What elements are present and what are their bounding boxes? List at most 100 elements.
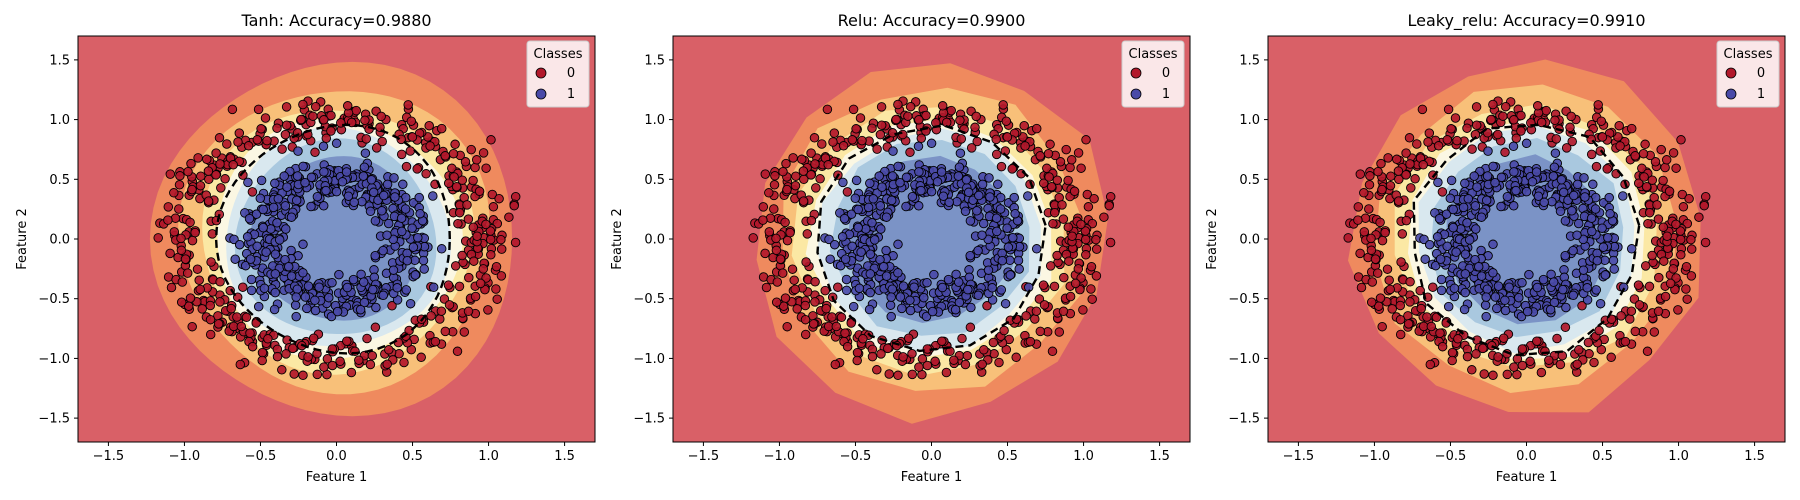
data-point-class-0 — [1428, 282, 1438, 292]
data-point-class-1 — [408, 242, 419, 252]
data-points — [1343, 96, 1711, 381]
data-point-class-0 — [1401, 148, 1411, 158]
data-point-class-1 — [1014, 264, 1024, 274]
data-point-class-0 — [190, 227, 200, 238]
data-point-class-0 — [421, 169, 431, 179]
data-point-class-0 — [192, 264, 203, 274]
data-point-class-1 — [973, 245, 983, 256]
x-tick-label: −1.5 — [688, 449, 720, 464]
data-point-class-0 — [1353, 215, 1363, 225]
data-point-class-0 — [485, 226, 496, 236]
data-point-class-0 — [1049, 281, 1060, 292]
data-point-class-1 — [881, 212, 892, 222]
data-point-class-0 — [486, 250, 496, 260]
data-point-class-0 — [1052, 175, 1063, 185]
data-point-class-1 — [893, 239, 903, 250]
data-point-class-0 — [1488, 370, 1498, 381]
data-point-class-1 — [256, 175, 267, 186]
data-point-class-1 — [1010, 208, 1020, 219]
data-point-class-0 — [1035, 151, 1045, 161]
data-point-class-0 — [949, 355, 959, 365]
data-point-class-0 — [196, 171, 206, 181]
data-point-class-0 — [1443, 104, 1454, 115]
data-point-class-1 — [1445, 193, 1456, 204]
data-point-class-0 — [1099, 212, 1109, 222]
data-point-class-0 — [827, 312, 837, 322]
data-point-class-1 — [1558, 284, 1568, 295]
data-point-class-0 — [1640, 261, 1651, 271]
data-point-class-0 — [1054, 327, 1065, 337]
data-point-class-1 — [337, 177, 348, 187]
data-point-class-0 — [821, 303, 831, 314]
data-point-class-0 — [1431, 312, 1442, 323]
data-point-class-1 — [983, 265, 994, 275]
data-point-class-1 — [418, 255, 429, 266]
data-point-class-1 — [874, 171, 884, 181]
data-point-class-1 — [1493, 281, 1504, 291]
data-point-class-0 — [823, 160, 833, 170]
data-point-class-1 — [1496, 201, 1506, 212]
data-point-class-0 — [1479, 369, 1489, 379]
data-point-class-1 — [1550, 148, 1561, 158]
data-point-class-1 — [846, 209, 857, 219]
data-point-class-0 — [1593, 100, 1603, 110]
data-point-class-0 — [1660, 162, 1670, 173]
data-point-class-0 — [1395, 300, 1406, 311]
data-point-class-1 — [1483, 146, 1493, 156]
data-point-class-0 — [1615, 141, 1625, 151]
data-point-class-0 — [1401, 170, 1411, 180]
data-point-class-0 — [893, 370, 903, 381]
data-point-class-0 — [1397, 229, 1408, 239]
data-point-class-1 — [401, 285, 412, 295]
data-point-class-0 — [847, 135, 858, 145]
data-point-class-0 — [1392, 154, 1402, 165]
data-point-class-1 — [379, 190, 389, 201]
data-point-class-0 — [1498, 111, 1508, 121]
data-point-class-1 — [898, 281, 909, 291]
data-point-class-1 — [1560, 216, 1571, 226]
data-point-class-0 — [1566, 111, 1576, 122]
data-point-class-0 — [1373, 166, 1383, 177]
data-point-class-0 — [1373, 301, 1384, 311]
data-point-class-0 — [1356, 282, 1367, 293]
data-point-class-0 — [233, 137, 243, 147]
data-point-class-1 — [1517, 277, 1527, 288]
data-point-class-0 — [1034, 294, 1045, 304]
data-point-class-1 — [1626, 244, 1637, 254]
data-point-class-0 — [303, 352, 313, 362]
data-point-class-1 — [1603, 232, 1613, 243]
data-point-class-0 — [227, 104, 238, 115]
data-point-class-0 — [1002, 132, 1013, 142]
data-point-class-0 — [1675, 226, 1686, 236]
data-point-class-1 — [281, 224, 291, 234]
data-point-class-0 — [277, 365, 287, 375]
data-point-class-0 — [1425, 359, 1436, 370]
data-point-class-1 — [400, 204, 411, 214]
decision-boundary-line — [1412, 123, 1641, 357]
data-point-class-0 — [780, 293, 791, 303]
data-point-class-1 — [303, 281, 314, 291]
data-point-class-0 — [463, 214, 474, 224]
data-point-class-0 — [1031, 306, 1042, 316]
data-point-class-1 — [1545, 304, 1556, 315]
data-point-class-0 — [1104, 200, 1114, 211]
data-point-class-1 — [1490, 292, 1501, 302]
data-point-class-0 — [1091, 244, 1102, 254]
legend-title: Classes — [534, 47, 583, 62]
data-point-class-0 — [957, 333, 967, 344]
data-point-class-1 — [1448, 222, 1458, 233]
legend-marker-class-1 — [535, 88, 547, 100]
y-tick-label: 1.5 — [644, 53, 665, 68]
data-point-class-0 — [1047, 346, 1058, 357]
data-point-class-0 — [1387, 304, 1397, 314]
data-point-class-0 — [965, 322, 976, 333]
data-point-class-0 — [960, 359, 971, 370]
data-point-class-1 — [368, 284, 378, 295]
data-point-class-0 — [1453, 334, 1463, 344]
data-point-class-1 — [1532, 282, 1543, 293]
data-point-class-1 — [838, 177, 848, 188]
data-point-class-0 — [163, 215, 173, 225]
data-point-class-1 — [997, 255, 1008, 266]
data-point-class-1 — [327, 277, 337, 288]
data-point-class-0 — [1532, 336, 1542, 346]
